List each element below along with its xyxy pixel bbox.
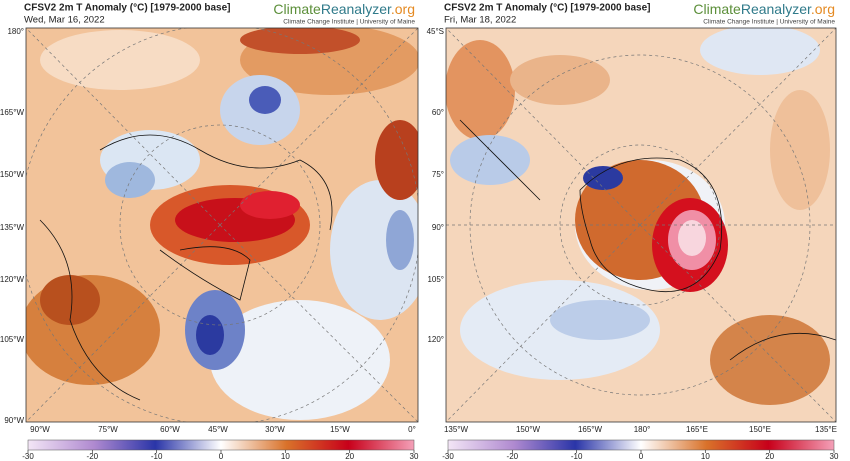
lon-label: 165°E	[686, 425, 708, 434]
brand-part: Climate	[693, 1, 741, 17]
brand-part: Reanalyzer	[321, 1, 392, 17]
lat-label: 165°W	[0, 108, 24, 117]
colorbar-tick-label: -10	[151, 452, 163, 461]
brand-subtitle: Climate Change Institute | University of…	[283, 19, 415, 26]
lat-label: 105°W	[0, 335, 24, 344]
lat-label: 75°	[432, 170, 444, 179]
brand: ClimateReanalyzer.org	[273, 1, 415, 17]
lon-label: 0°	[408, 425, 416, 434]
colorbar-tick-label: -20	[87, 452, 99, 461]
colorbar-tick-label: 30	[830, 452, 839, 461]
colorbar-tick-label: 30	[410, 452, 419, 461]
brand-part: .org	[811, 1, 835, 17]
lat-label: 135°W	[0, 223, 24, 232]
map-frame	[25, 27, 419, 423]
lon-label: 30°W	[265, 425, 285, 434]
title: CFSV2 2m T Anomaly (°C) [1979-2000 base]	[24, 3, 230, 14]
brand-part: Reanalyzer	[741, 1, 812, 17]
brand-part: Climate	[273, 1, 321, 17]
colorbar-tick-label: 20	[765, 452, 774, 461]
map-antarctic	[446, 28, 836, 422]
lon-label: 60°W	[160, 425, 180, 434]
lat-label: 180°	[7, 27, 24, 36]
colorbar-tick-label: -30	[22, 452, 34, 461]
lon-label: 45°W	[208, 425, 228, 434]
brand-subtitle: Climate Change Institute | University of…	[703, 19, 835, 26]
colorbar-tick-label: 10	[701, 452, 710, 461]
lon-label: 150°W	[516, 425, 541, 434]
lon-label: 135°E	[815, 425, 837, 434]
lat-label: 120°	[427, 335, 444, 344]
lon-label: 150°E	[749, 425, 771, 434]
colorbar-tick-label: 0	[219, 452, 224, 461]
lon-label: 165°W	[578, 425, 603, 434]
lat-label: 45°S	[427, 27, 444, 36]
date: Fri, Mar 18, 2022	[444, 15, 516, 26]
lon-label: 90°W	[30, 425, 50, 434]
map-frame	[445, 27, 837, 423]
lat-label: 90°	[432, 223, 444, 232]
brand: ClimateReanalyzer.org	[693, 1, 835, 17]
colorbar-tick-label: -20	[507, 452, 519, 461]
lon-label: 135°W	[444, 425, 469, 434]
title: CFSV2 2m T Anomaly (°C) [1979-2000 base]	[444, 3, 650, 14]
lon-label: 180°	[634, 425, 651, 434]
lon-label: 75°W	[98, 425, 118, 434]
colorbar-tick-label: 10	[281, 452, 290, 461]
lat-label: 90°W	[4, 416, 24, 425]
colorbar	[447, 439, 835, 451]
colorbar-tick-label: 20	[345, 452, 354, 461]
date: Wed, Mar 16, 2022	[24, 15, 105, 26]
colorbar-tick-label: 0	[639, 452, 644, 461]
lat-label: 120°W	[0, 275, 24, 284]
colorbar-tick-label: -10	[571, 452, 583, 461]
map-arctic	[26, 28, 418, 422]
lat-label: 60°	[432, 108, 444, 117]
lat-label: 150°W	[0, 170, 24, 179]
brand-part: .org	[391, 1, 415, 17]
colorbar-tick-label: -30	[442, 452, 454, 461]
lat-label: 105°	[427, 275, 444, 284]
lon-label: 15°W	[330, 425, 350, 434]
colorbar	[27, 439, 415, 451]
